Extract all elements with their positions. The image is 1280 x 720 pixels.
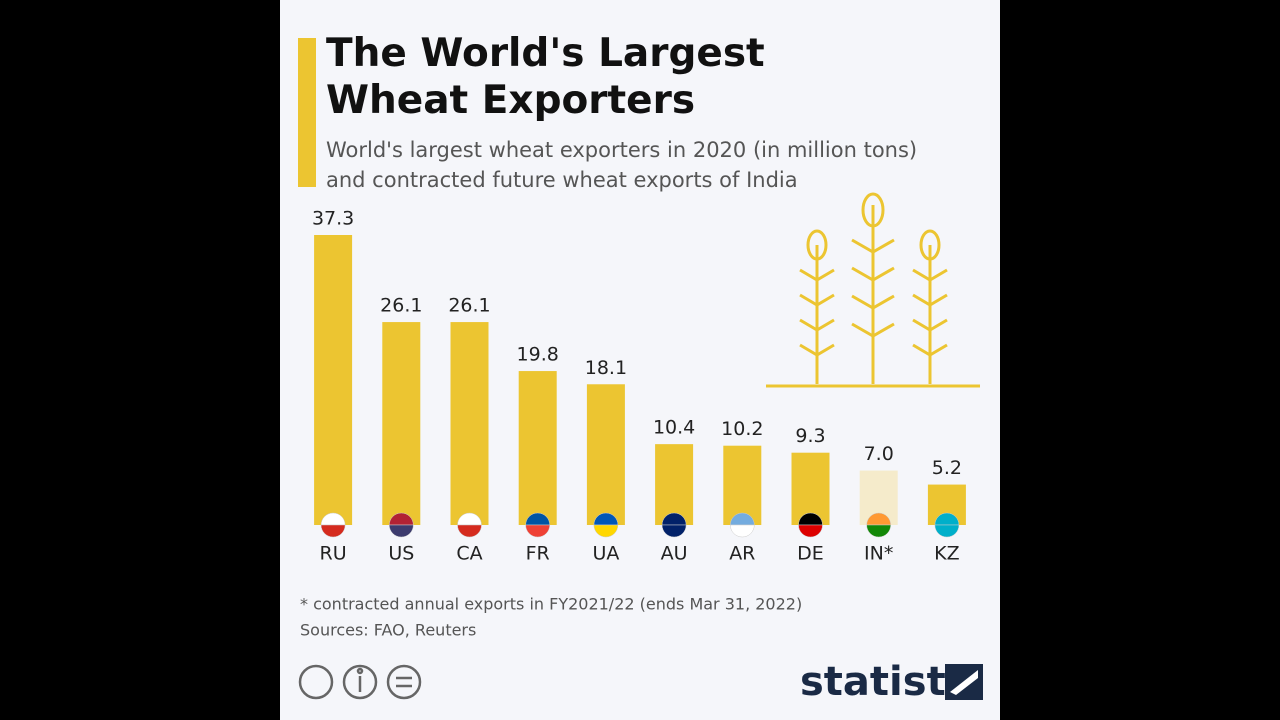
x-tick-label: UA xyxy=(592,543,619,565)
flag-top xyxy=(661,512,687,526)
value-label: 19.8 xyxy=(517,344,559,366)
flag-bottom xyxy=(457,524,482,538)
bar xyxy=(586,384,625,525)
value-label: 10.4 xyxy=(653,417,695,439)
chart-title: The World's Largest Wheat Exporters xyxy=(326,31,765,123)
value-label: 7.0 xyxy=(864,443,894,465)
flag-bottom xyxy=(593,524,619,538)
bar xyxy=(655,444,694,525)
brand-logo: statista xyxy=(800,659,973,705)
flag-top xyxy=(730,512,755,526)
license-icons xyxy=(298,664,422,700)
flag-top xyxy=(934,512,960,526)
source: Sources: FAO, Reuters xyxy=(300,621,476,640)
flag-top xyxy=(389,512,414,526)
x-tick-label: IN* xyxy=(864,543,893,565)
flag-top xyxy=(457,512,482,526)
x-tick-label: AR xyxy=(729,543,755,565)
x-tick-label: KZ xyxy=(934,543,959,565)
flag-bottom xyxy=(798,524,823,538)
accent-bar xyxy=(298,38,316,187)
value-label: 26.1 xyxy=(380,295,422,317)
value-label: 9.3 xyxy=(795,425,825,447)
flag-bottom xyxy=(389,524,414,538)
flag-top xyxy=(525,512,550,526)
value-label: 37.3 xyxy=(312,208,354,230)
chart-subtitle: World's largest wheat exporters in 2020 … xyxy=(326,138,918,192)
flag-bottom xyxy=(866,524,891,538)
x-tick-label: AU xyxy=(661,543,688,565)
flag-top xyxy=(320,512,346,526)
x-tick-label: RU xyxy=(320,543,347,565)
x-tick-label: CA xyxy=(456,543,482,565)
x-tick-label: US xyxy=(388,543,414,565)
value-label: 26.1 xyxy=(448,295,490,317)
flag-bottom xyxy=(730,524,755,538)
bar xyxy=(382,322,421,525)
value-label: 10.2 xyxy=(721,418,763,440)
value-label: 5.2 xyxy=(932,457,962,479)
flag-top xyxy=(593,512,619,526)
flag-bottom xyxy=(525,524,550,538)
bar xyxy=(518,371,557,525)
flag-bottom xyxy=(661,524,687,538)
x-tick-label: DE xyxy=(797,543,824,565)
x-tick-label: FR xyxy=(526,543,550,565)
bar xyxy=(723,445,762,525)
flag-top xyxy=(866,512,891,526)
brand-mark-stripe xyxy=(950,670,978,695)
bar xyxy=(314,235,353,525)
wheat-icon xyxy=(766,192,980,388)
bar xyxy=(450,322,489,525)
value-label: 18.1 xyxy=(585,357,627,379)
flag-bottom xyxy=(934,524,960,538)
flag-top xyxy=(798,512,823,526)
flag-bottom xyxy=(320,524,346,538)
footnote: * contracted annual exports in FY2021/22… xyxy=(300,595,802,614)
